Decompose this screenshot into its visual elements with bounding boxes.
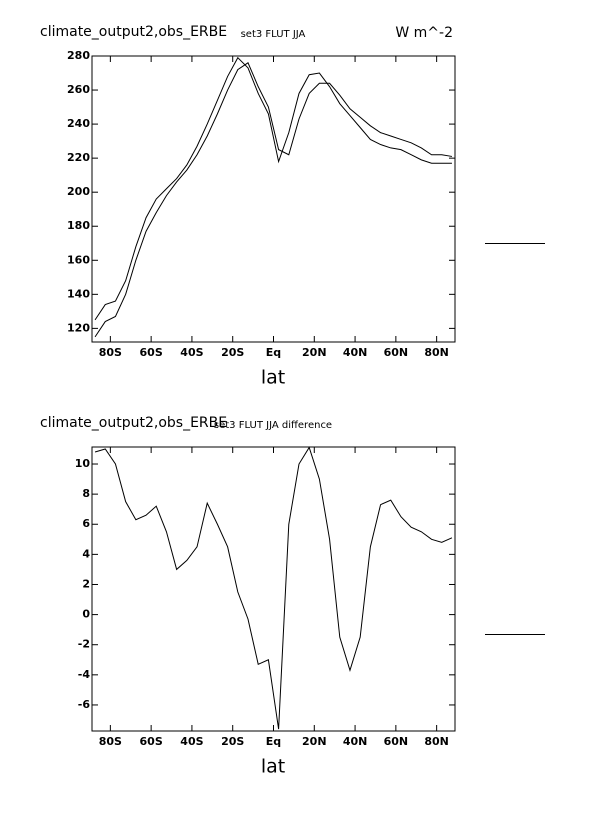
x-tick-label: 20N (302, 346, 327, 359)
data-line (94, 446, 453, 730)
y-tick-label: 160 (67, 253, 90, 266)
x-tick-label: 40S (180, 735, 203, 748)
x-tick-label: 80S (99, 346, 122, 359)
y-tick-label: 220 (67, 151, 90, 164)
y-tick-label: -2 (78, 638, 90, 651)
y-tick-label: 180 (67, 219, 90, 232)
chart-title: climate_output2,obs_ERBE (40, 24, 227, 40)
y-tick-label: -6 (78, 698, 91, 711)
x-tick-label: 40S (180, 346, 203, 359)
y-tick-label: 200 (67, 185, 90, 198)
plot-frame (91, 55, 456, 343)
x-tick-label: 20S (221, 346, 244, 359)
y-tick-label: 140 (67, 287, 90, 300)
y-tick-label: 10 (75, 457, 91, 470)
y-tick-label: 260 (67, 83, 90, 96)
y-tick-label: 8 (82, 487, 90, 500)
x-tick-label: 40N (343, 346, 368, 359)
chart-title: climate_output2,obs_ERBE (40, 415, 227, 431)
chart-subtitle: set3 FLUT JJA (241, 29, 306, 40)
x-tick-label: 60N (384, 735, 409, 748)
x-tick-label: 20S (221, 735, 244, 748)
chart-subtitle: set3 FLUT JJA difference (214, 420, 332, 431)
x-tick-label: 80N (424, 346, 449, 359)
x-tick-label: 20N (302, 735, 327, 748)
x-axis-label: lat (261, 756, 285, 778)
data-line (94, 56, 452, 321)
plot-frame (91, 446, 456, 732)
y-tick-label: 120 (67, 321, 90, 334)
x-tick-label: 80N (424, 735, 449, 748)
x-tick-label: 40N (343, 735, 368, 748)
x-tick-label: 60S (140, 735, 163, 748)
x-tick-label: 60N (384, 346, 409, 359)
y-tick-label: 280 (67, 49, 90, 62)
y-tick-label: 6 (82, 517, 90, 530)
y-tick-label: 4 (82, 547, 90, 560)
y-tick-label: 0 (82, 608, 90, 621)
y-tick-label: -4 (78, 668, 91, 681)
y-tick-label: 240 (67, 117, 90, 130)
x-tick-label: 80S (99, 735, 122, 748)
x-tick-label: Eq (266, 346, 281, 359)
data-line (94, 62, 453, 338)
x-axis-label: lat (261, 367, 285, 389)
x-tick-label: Eq (266, 735, 281, 748)
y-tick-label: 2 (82, 577, 90, 590)
x-tick-label: 60S (140, 346, 163, 359)
units-label: W m^-2 (395, 25, 453, 41)
